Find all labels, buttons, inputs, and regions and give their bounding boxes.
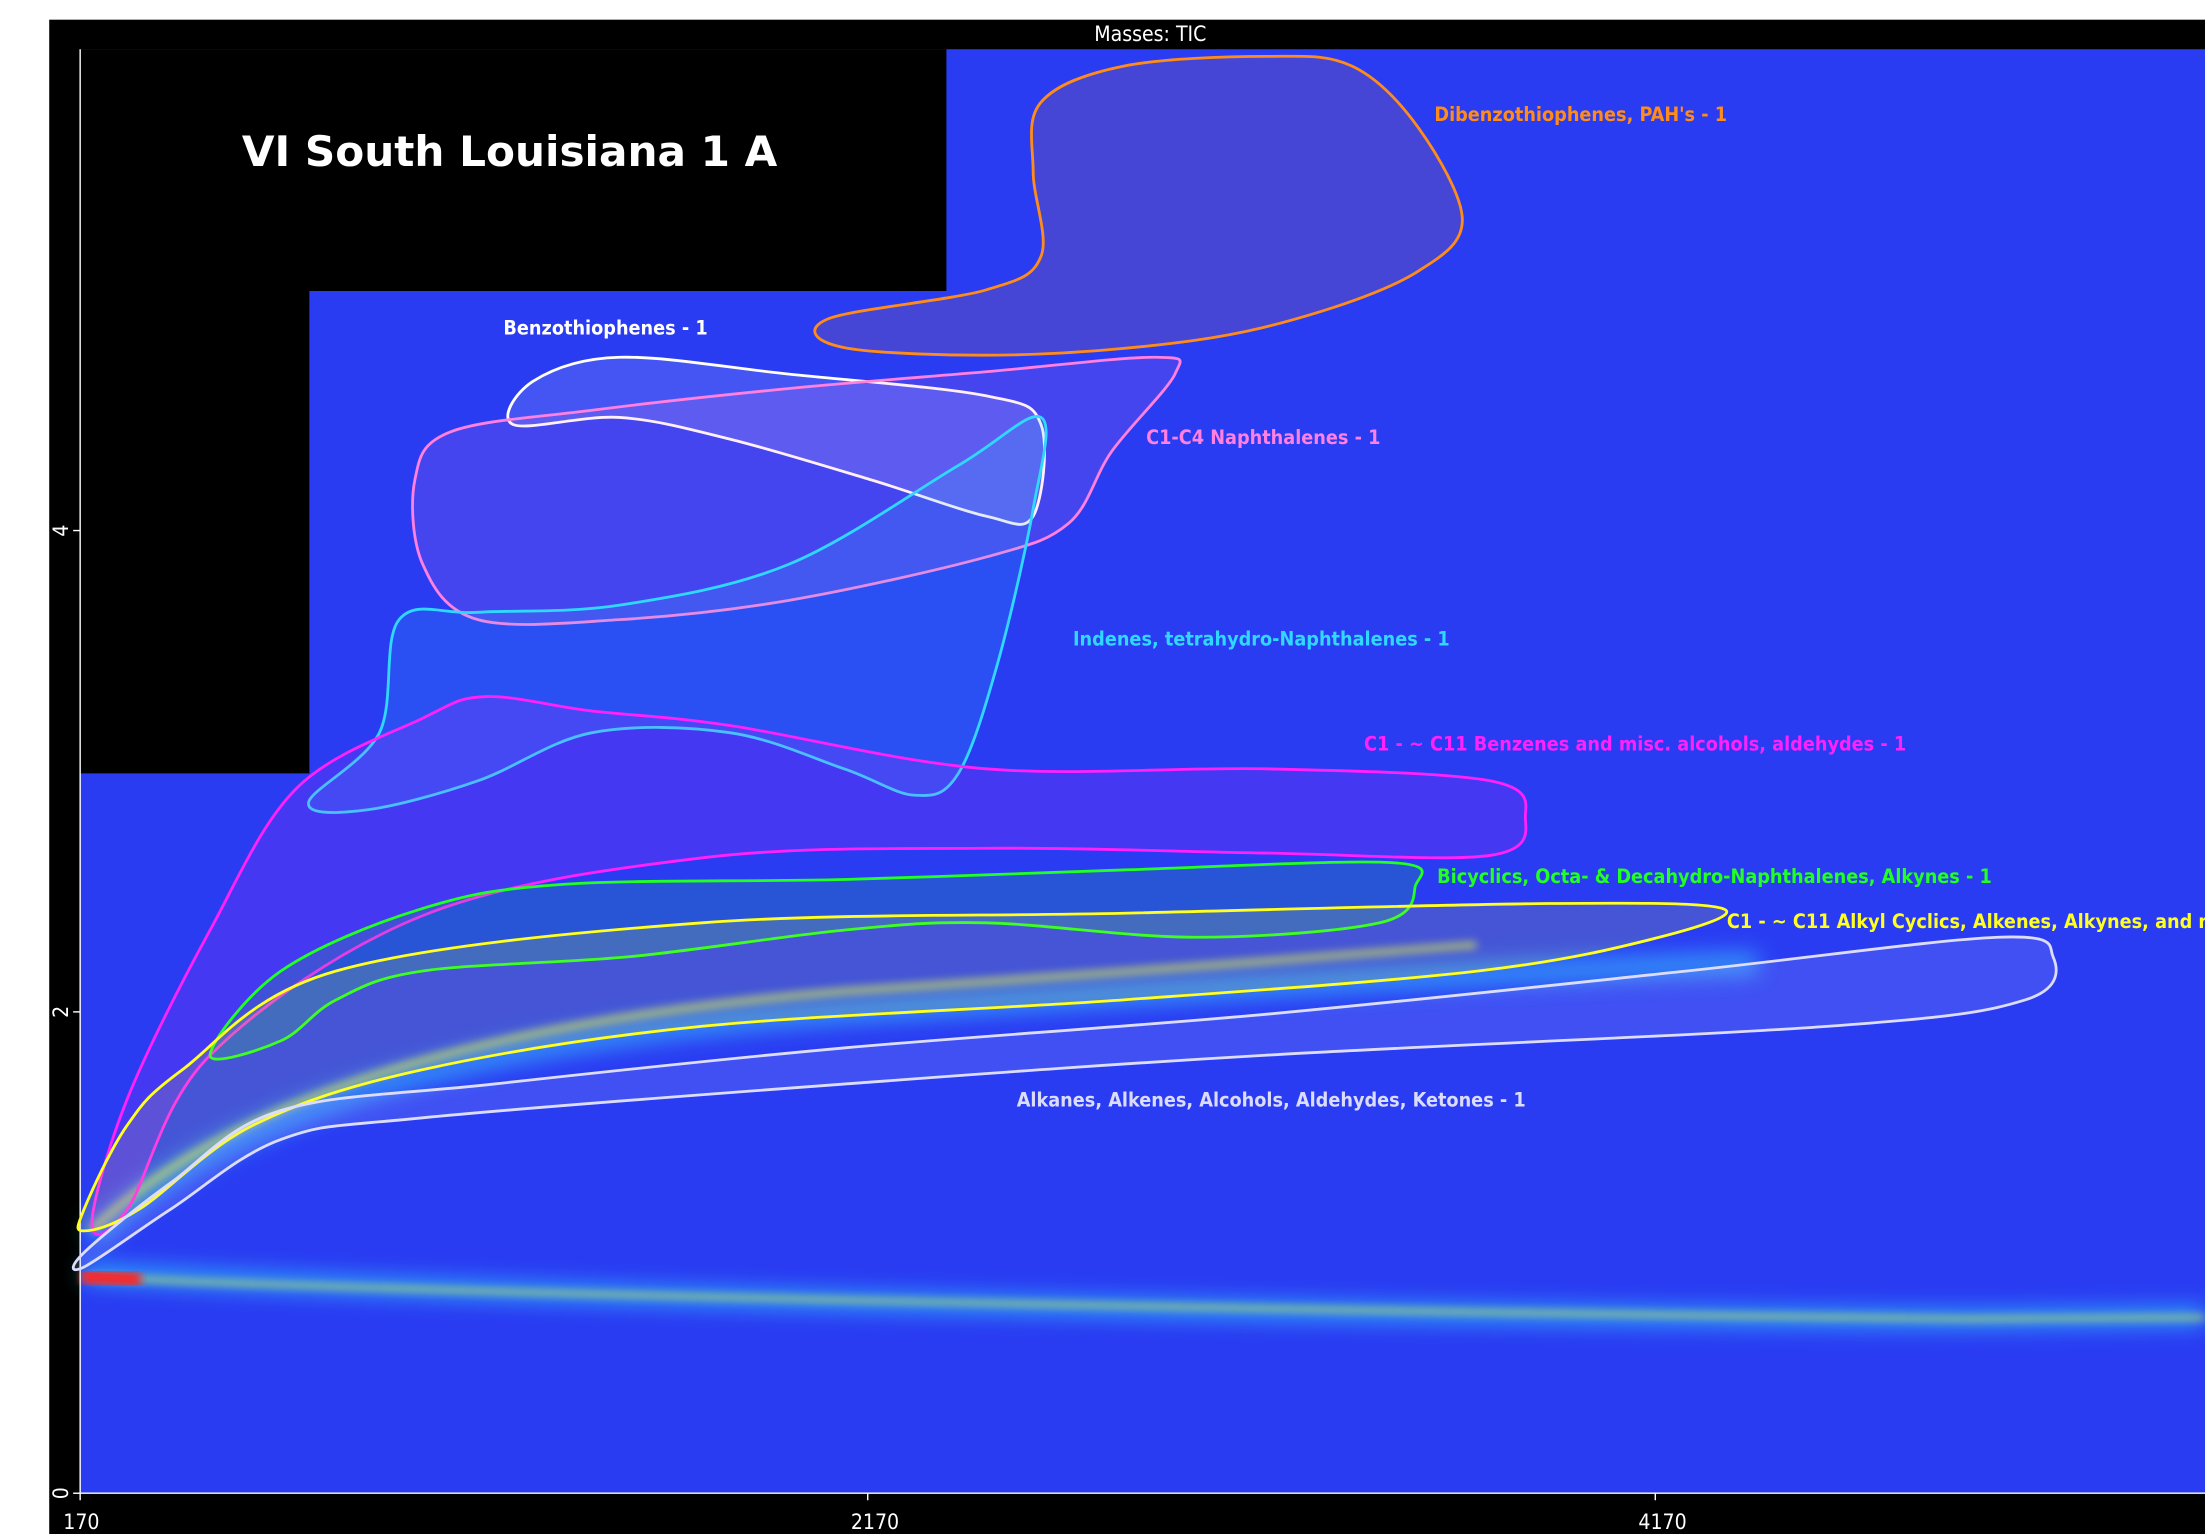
region-label: Dibenzothiophenes, PAH's - 1 bbox=[1434, 103, 1727, 126]
region-outline bbox=[76, 901, 1729, 1233]
y-tick-label: 2 bbox=[48, 1006, 73, 1018]
region-outline bbox=[411, 355, 1182, 626]
column-bleed-core bbox=[84, 1274, 2205, 1321]
region-outline bbox=[90, 695, 1528, 1236]
elution-ridge bbox=[84, 953, 1759, 1245]
x-tick-label: 4170 bbox=[1638, 1509, 1686, 1534]
region-label: Indenes, tetrahydro-Naphthalenes - 1 bbox=[1073, 627, 1450, 650]
region-label: C1 - ~ C11 Alkyl Cyclics, Alkenes, Alkyn… bbox=[1727, 910, 2205, 933]
chart-title: Masses: TIC bbox=[1094, 21, 1206, 46]
y-tick-label: 0 bbox=[48, 1487, 73, 1499]
region-label: Alkanes, Alkenes, Alcohols, Aldehydes, K… bbox=[1017, 1088, 1526, 1111]
solvent-peak bbox=[81, 1269, 141, 1287]
x-tick-label: 2170 bbox=[851, 1509, 899, 1534]
sample-label: VI South Louisiana 1 A bbox=[242, 127, 778, 176]
region-outline bbox=[307, 415, 1048, 814]
region-outline bbox=[208, 860, 1424, 1061]
unsampled-region bbox=[80, 49, 947, 774]
region-label: Benzothiophenes - 1 bbox=[503, 317, 707, 340]
x-tick-label: 170 bbox=[63, 1509, 99, 1534]
region-label: Bicyclics, Octa- & Decahydro-Naphthalene… bbox=[1437, 865, 1992, 888]
y-tick-label: 4 bbox=[48, 525, 73, 537]
regions: Dibenzothiophenes, PAH's - 1 Benzothiophe… bbox=[71, 54, 2205, 1272]
region-outline bbox=[813, 54, 1464, 357]
region-outline bbox=[71, 935, 2058, 1272]
region-label: C1-C4 Naphthalenes - 1 bbox=[1146, 426, 1380, 449]
region-label: C1 - ~ C11 Benzenes and misc. alcohols, … bbox=[1364, 733, 1906, 756]
